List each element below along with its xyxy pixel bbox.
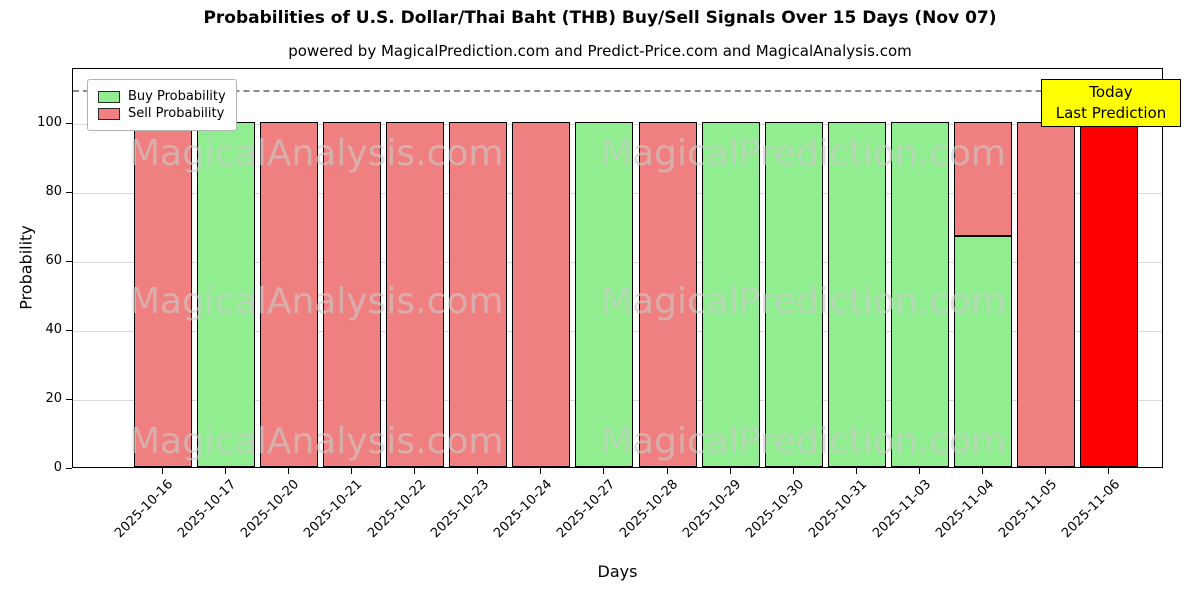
x-tick-mark (792, 468, 794, 474)
annotation-line2: Last Prediction (1055, 104, 1167, 122)
x-tick-label: 2025-10-27 (554, 477, 619, 542)
x-tick-mark (287, 468, 289, 474)
x-tick-mark (982, 468, 984, 474)
bar-buy-2025-10-31 (827, 122, 886, 467)
bar-sell-2025-10-20 (259, 122, 318, 467)
bar-sell-2025-10-16 (133, 122, 192, 467)
x-tick-label: 2025-10-28 (617, 477, 682, 542)
x-tick-label: 2025-10-21 (301, 477, 366, 542)
y-tick-mark (66, 261, 72, 263)
y-tick-label: 60 (45, 253, 62, 269)
y-tick-label: 20 (45, 391, 62, 407)
bar-sell-2025-10-24 (512, 122, 571, 467)
x-tick-mark (729, 468, 731, 474)
bar-today-2025-11-06 (1080, 122, 1139, 467)
y-tick-label: 80 (45, 184, 62, 200)
x-tick-label: 2025-10-22 (364, 477, 429, 542)
legend-sell-label: Sell Probability (128, 106, 225, 121)
x-tick-label: 2025-10-16 (112, 477, 177, 542)
buy-color-swatch (98, 90, 120, 103)
x-tick-label: 2025-10-23 (427, 477, 492, 542)
bar-buy-2025-10-30 (764, 122, 823, 467)
x-tick-label: 2025-11-04 (932, 477, 997, 542)
x-axis-label: Days (597, 562, 638, 581)
bar-buy-2025-11-03 (891, 122, 950, 467)
y-tick-label: 100 (37, 115, 62, 131)
today-annotation-box: Today Last Prediction (1041, 79, 1181, 127)
x-tick-mark (224, 468, 226, 474)
bar-sell-2025-10-21 (322, 122, 381, 467)
bar-buy-2025-10-27 (575, 122, 634, 467)
x-tick-mark (666, 468, 668, 474)
y-tick-mark (66, 399, 72, 401)
x-tick-mark (1045, 468, 1047, 474)
y-tick-mark (66, 330, 72, 332)
chart-subtitle: powered by MagicalPrediction.com and Pre… (288, 42, 912, 60)
x-tick-mark (414, 468, 416, 474)
sell-color-swatch (98, 107, 120, 120)
bar-sell-2025-10-23 (449, 122, 508, 467)
x-tick-mark (1108, 468, 1110, 474)
x-tick-mark (161, 468, 163, 474)
x-tick-mark (540, 468, 542, 474)
annotation-line1: Today (1089, 83, 1133, 101)
y-tick-mark (66, 192, 72, 194)
bar-buy-2025-10-29 (701, 122, 760, 467)
x-tick-label: 2025-10-24 (490, 477, 555, 542)
bar-sell-2025-10-28 (638, 122, 697, 467)
plot-area: MagicalAnalysis.com MagicalPrediction.com… (72, 68, 1163, 468)
bar-sell-2025-10-22 (386, 122, 445, 467)
y-tick-label: 40 (45, 322, 62, 338)
legend: Buy Probability Sell Probability (87, 79, 237, 131)
legend-item-sell: Sell Probability (98, 106, 226, 121)
x-tick-label: 2025-10-17 (175, 477, 240, 542)
bar-buy-2025-10-17 (196, 122, 255, 467)
x-tick-mark (919, 468, 921, 474)
x-tick-mark (477, 468, 479, 474)
bar-sell-2025-11-04 (954, 122, 1013, 236)
x-tick-mark (603, 468, 605, 474)
x-tick-label: 2025-10-30 (743, 477, 808, 542)
x-tick-label: 2025-11-05 (995, 477, 1060, 542)
y-tick-label: 0 (53, 460, 62, 475)
legend-item-buy: Buy Probability (98, 89, 226, 104)
y-tick-mark (66, 123, 72, 125)
bar-buy-2025-11-04 (954, 235, 1013, 467)
chart-title: Probabilities of U.S. Dollar/Thai Baht (… (203, 8, 997, 28)
x-tick-label: 2025-10-29 (680, 477, 745, 542)
x-tick-label: 2025-11-06 (1059, 477, 1124, 542)
x-tick-mark (350, 468, 352, 474)
threshold-dashed-line (73, 89, 1162, 92)
x-tick-mark (855, 468, 857, 474)
x-tick-label: 2025-10-20 (238, 477, 303, 542)
x-tick-label: 2025-10-31 (806, 477, 871, 542)
bar-sell-2025-11-05 (1017, 122, 1076, 467)
x-tick-label: 2025-11-03 (869, 477, 934, 542)
y-tick-mark (66, 468, 72, 469)
legend-buy-label: Buy Probability (128, 89, 226, 104)
